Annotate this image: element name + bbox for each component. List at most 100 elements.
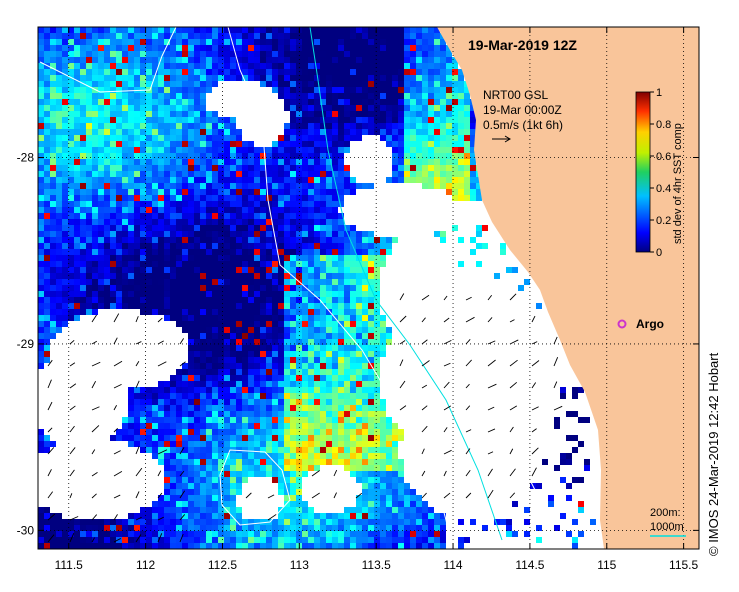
sst-cell xyxy=(56,27,62,33)
sst-cell xyxy=(308,45,314,51)
sst-cell xyxy=(302,231,308,237)
sst-cell xyxy=(344,105,350,111)
sst-cell xyxy=(86,219,92,225)
sst-cell xyxy=(182,87,188,93)
sst-cell xyxy=(212,117,218,123)
sst-cell xyxy=(38,141,44,147)
sst-cell xyxy=(344,99,350,105)
sst-cell xyxy=(200,255,206,261)
sst-cell xyxy=(152,93,158,99)
sst-cell xyxy=(320,231,326,237)
sst-cell xyxy=(164,429,170,435)
sst-cell xyxy=(56,207,62,213)
sst-cell xyxy=(266,63,272,69)
sst-cell xyxy=(236,453,242,459)
sst-cell xyxy=(212,123,218,129)
sst-cell xyxy=(122,153,128,159)
current-arrow xyxy=(69,362,76,367)
sst-cell xyxy=(44,87,50,93)
sst-cell xyxy=(404,39,410,45)
sst-cell xyxy=(296,147,302,153)
sst-cell xyxy=(506,519,512,525)
sst-cell xyxy=(386,531,392,537)
sst-cell xyxy=(308,339,314,345)
sst-cell xyxy=(44,201,50,207)
sst-cell xyxy=(434,75,440,81)
x-tick-label: 111.5 xyxy=(55,558,84,572)
sst-cell xyxy=(206,447,212,453)
sst-cell xyxy=(218,183,224,189)
sst-cell xyxy=(116,165,122,171)
sst-cell xyxy=(110,171,116,177)
sst-cell xyxy=(302,267,308,273)
sst-cell xyxy=(236,189,242,195)
sst-cell xyxy=(182,459,188,465)
sst-cell xyxy=(266,171,272,177)
sst-cell xyxy=(212,195,218,201)
sst-cell xyxy=(278,273,284,279)
sst-cell xyxy=(242,543,248,549)
sst-cell xyxy=(236,327,242,333)
sst-cell xyxy=(176,513,182,519)
sst-cell xyxy=(248,195,254,201)
sst-cell xyxy=(164,495,170,501)
sst-cell xyxy=(110,435,116,441)
sst-cell xyxy=(248,333,254,339)
sst-cell xyxy=(152,255,158,261)
sst-cell xyxy=(224,459,230,465)
sst-cell xyxy=(290,123,296,129)
sst-cell xyxy=(200,33,206,39)
sst-cell xyxy=(44,339,50,345)
sst-cell xyxy=(278,363,284,369)
sst-cell xyxy=(110,243,116,249)
sst-cell xyxy=(170,543,176,549)
sst-cell xyxy=(146,117,152,123)
sst-cell xyxy=(326,69,332,75)
sst-cell xyxy=(194,375,200,381)
sst-cell xyxy=(170,45,176,51)
sst-cell xyxy=(248,213,254,219)
sst-cell xyxy=(338,327,344,333)
sst-cell xyxy=(356,321,362,327)
sst-cell xyxy=(368,513,374,519)
sst-cell xyxy=(428,183,434,189)
sst-cell xyxy=(308,345,314,351)
sst-cell xyxy=(158,531,164,537)
sst-cell xyxy=(356,501,362,507)
sst-cell xyxy=(140,219,146,225)
sst-cell xyxy=(206,57,212,63)
sst-cell xyxy=(164,399,170,405)
sst-cell xyxy=(302,399,308,405)
sst-cell xyxy=(116,189,122,195)
sst-cell xyxy=(266,315,272,321)
sst-cell xyxy=(218,399,224,405)
sst-cell xyxy=(362,357,368,363)
sst-cell xyxy=(62,225,68,231)
sst-cell xyxy=(260,267,266,273)
sst-cell xyxy=(350,237,356,243)
sst-cell xyxy=(128,183,134,189)
sst-cell xyxy=(434,33,440,39)
sst-cell xyxy=(146,213,152,219)
sst-cell xyxy=(56,237,62,243)
sst-cell xyxy=(116,225,122,231)
sst-cell xyxy=(152,453,158,459)
sst-cell xyxy=(338,369,344,375)
sst-cell xyxy=(74,249,80,255)
sst-cell xyxy=(350,327,356,333)
sst-cell xyxy=(446,75,452,81)
sst-cell xyxy=(278,291,284,297)
sst-cell xyxy=(134,417,140,423)
sst-cell xyxy=(248,525,254,531)
sst-cell xyxy=(92,69,98,75)
current-arrow xyxy=(399,405,407,411)
sst-cell xyxy=(314,279,320,285)
sst-cell xyxy=(158,273,164,279)
sst-cell xyxy=(158,309,164,315)
sst-cell xyxy=(458,123,464,129)
sst-cell xyxy=(248,57,254,63)
sst-cell xyxy=(284,405,290,411)
sst-cell xyxy=(146,105,152,111)
sst-cell xyxy=(326,519,332,525)
sst-cell xyxy=(176,129,182,135)
